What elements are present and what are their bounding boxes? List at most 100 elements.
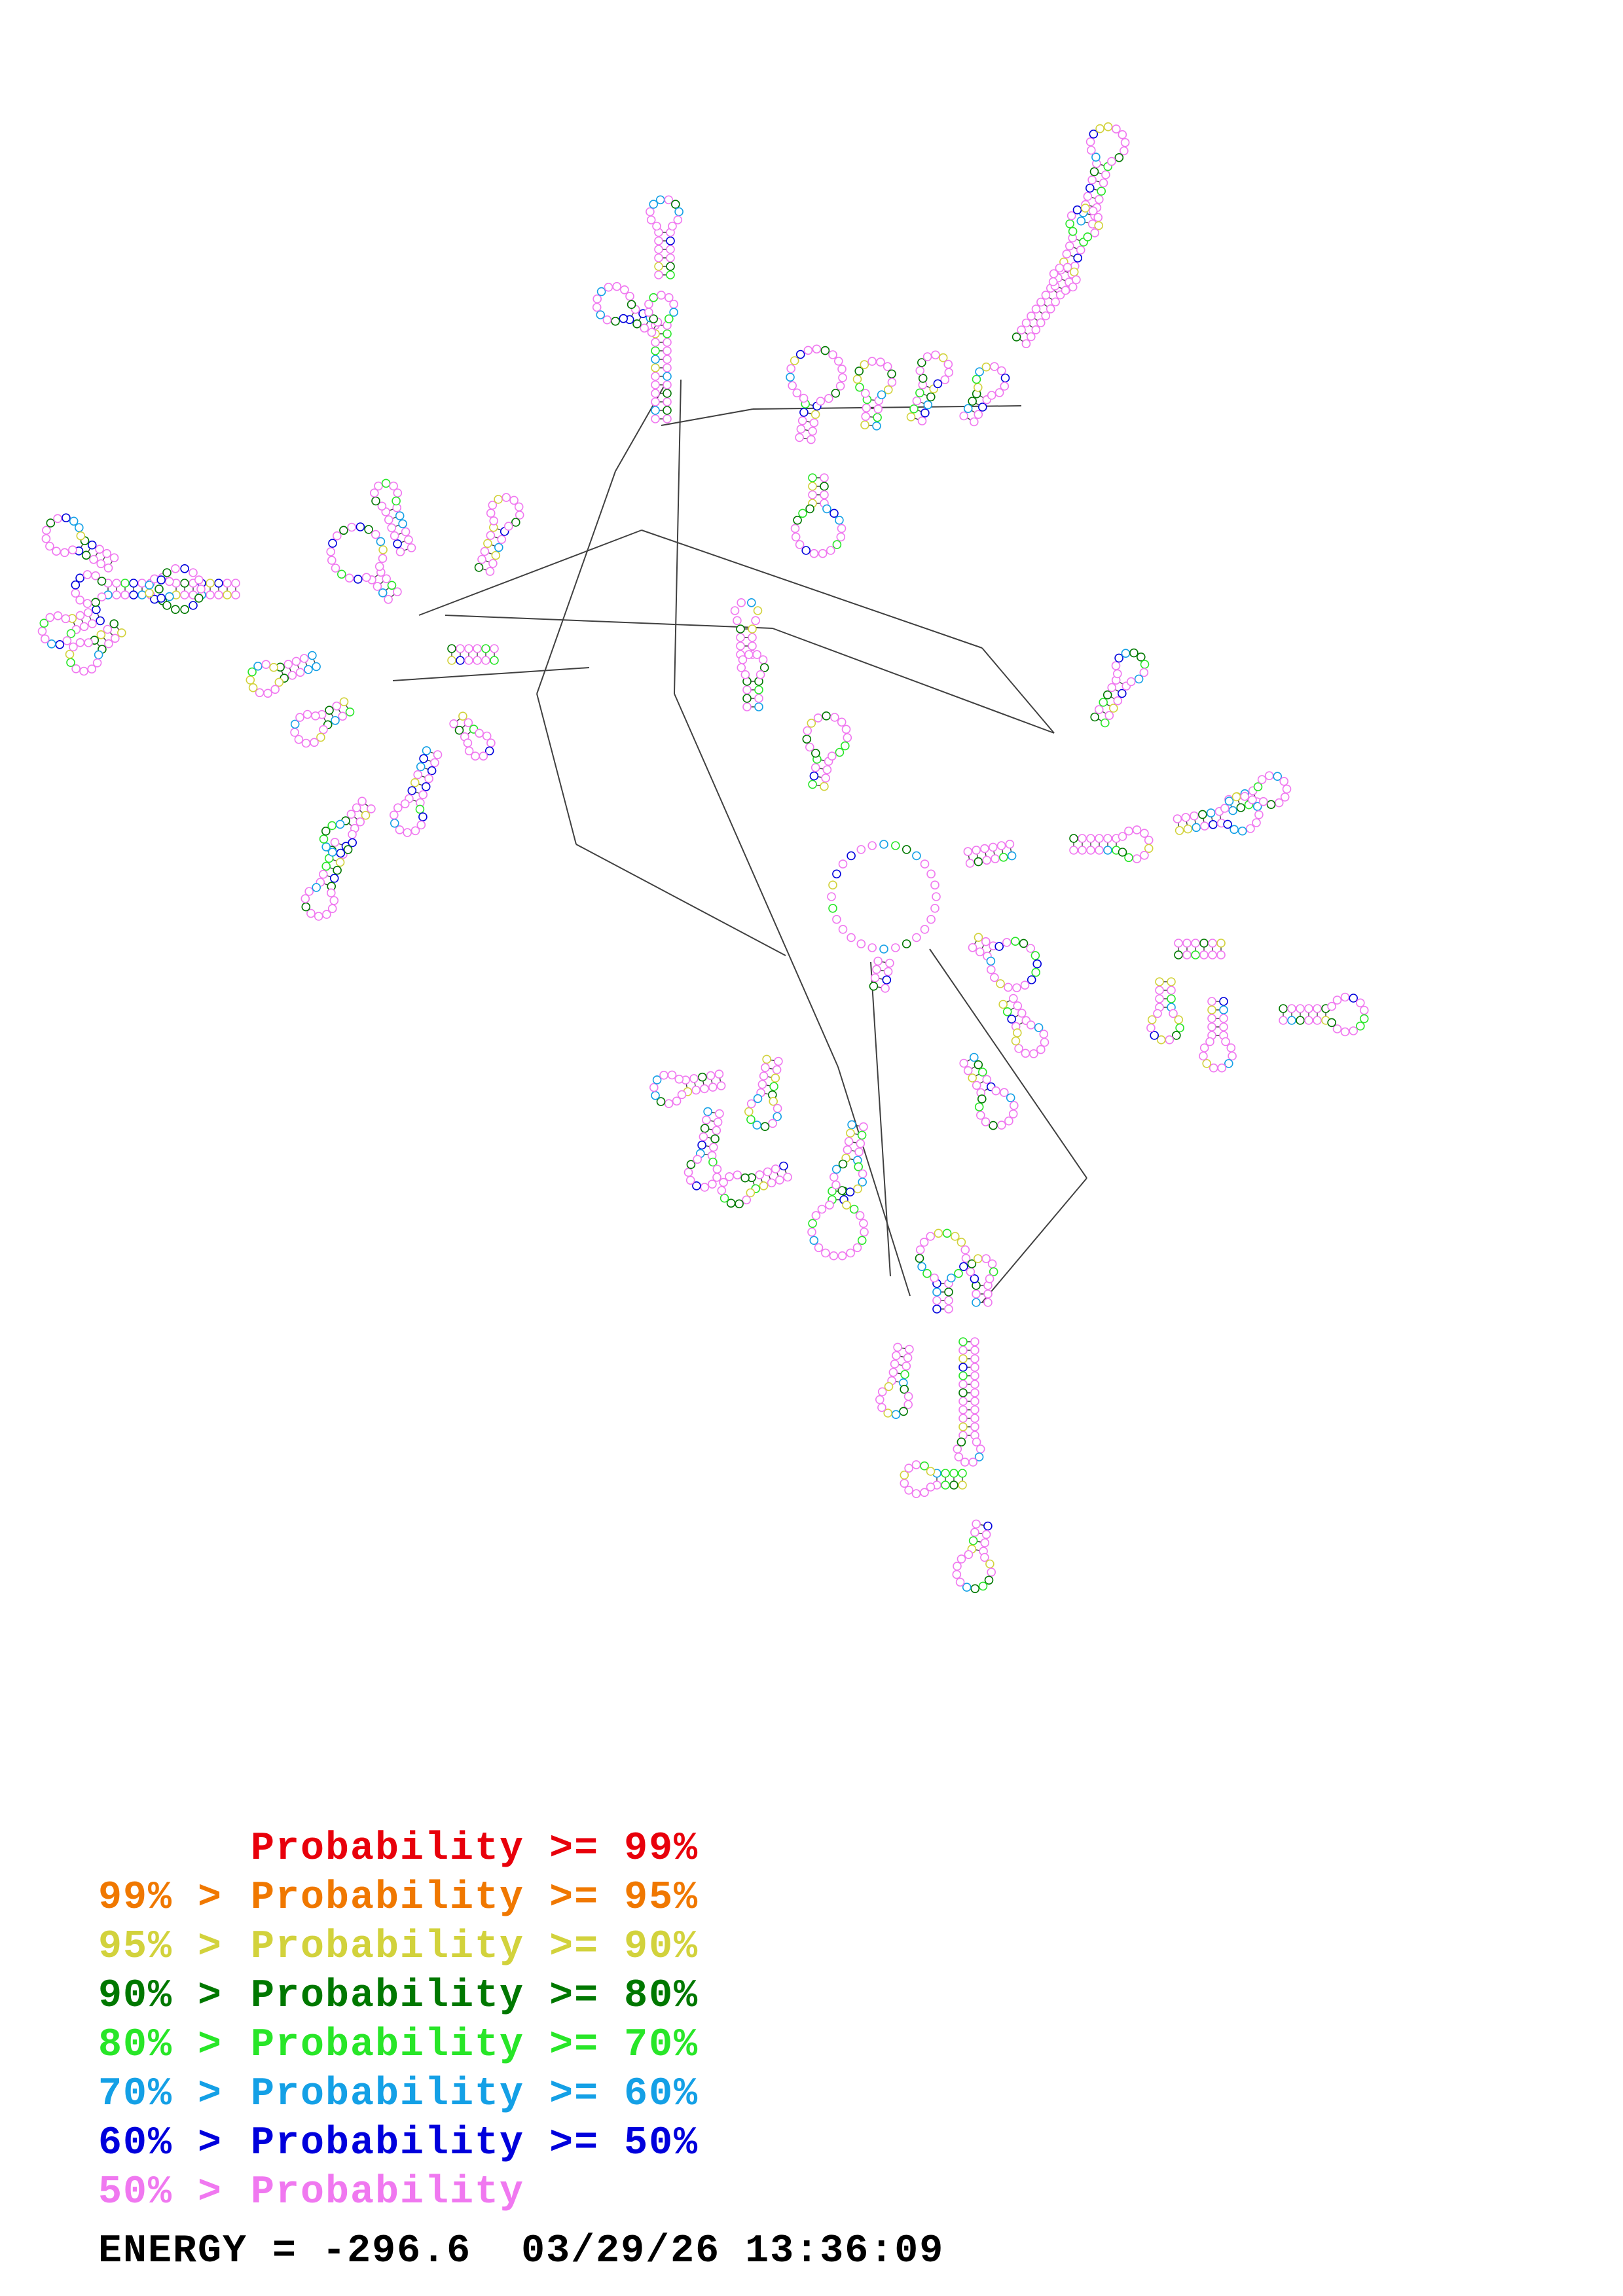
nucleotide	[1068, 226, 1078, 236]
nucleotide	[830, 713, 839, 722]
nucleotide	[344, 573, 354, 583]
nucleotide	[822, 765, 832, 774]
nucleotide	[963, 1066, 973, 1075]
helix	[1090, 675, 1131, 728]
nucleotide	[677, 1090, 687, 1100]
hairpin-loop	[972, 362, 1010, 400]
nucleotide	[861, 412, 870, 422]
nucleotide	[964, 1550, 974, 1559]
nucleotide	[404, 535, 413, 545]
nucleotide	[1296, 1004, 1305, 1013]
nucleotide	[1207, 997, 1216, 1006]
backbone-line	[418, 529, 642, 616]
hairpin-loop	[1011, 1020, 1049, 1058]
nucleotide	[649, 314, 659, 324]
nucleotide	[843, 1145, 852, 1155]
nucleotide	[926, 1482, 936, 1492]
nucleotide	[339, 697, 349, 706]
nucleotide	[744, 650, 754, 659]
nucleotide	[835, 747, 845, 757]
nucleotide	[387, 523, 397, 533]
nucleotide	[1220, 804, 1230, 813]
nucleotide	[854, 1147, 864, 1157]
nucleotide	[686, 1160, 696, 1169]
nucleotide	[69, 642, 78, 652]
nucleotide	[378, 545, 388, 554]
nucleotide	[97, 592, 107, 601]
nucleotide	[877, 1403, 886, 1412]
legend-prefix: 60% >	[98, 2121, 223, 2166]
legend-label: Probability	[251, 1827, 525, 1871]
nucleotide	[247, 667, 257, 677]
hairpin-loop	[717, 1170, 756, 1209]
nucleotide	[1252, 802, 1262, 811]
nucleotide	[651, 397, 660, 406]
nucleotide	[1095, 846, 1104, 855]
nucleotide	[374, 481, 383, 491]
nucleotide	[223, 579, 232, 588]
nucleotide	[1051, 297, 1060, 307]
helix	[74, 536, 119, 573]
nucleotide	[692, 1181, 701, 1191]
nucleotide	[720, 1193, 729, 1203]
nucleotide	[968, 1458, 977, 1467]
nucleotide	[664, 195, 674, 205]
nucleotide	[667, 1070, 677, 1080]
nucleotide	[1118, 848, 1127, 857]
backbone-line	[752, 405, 1022, 410]
hairpin-loop	[290, 709, 328, 748]
nucleotide	[332, 531, 342, 541]
nucleotide	[1062, 249, 1072, 259]
nucleotide	[996, 841, 1006, 850]
nucleotide	[1304, 1016, 1313, 1025]
legend-operator: >=	[524, 2023, 625, 2068]
nucleotide	[427, 766, 437, 776]
nucleotide	[1313, 1004, 1322, 1013]
nucleotide	[145, 588, 154, 598]
nucleotide	[1103, 122, 1113, 132]
legend-row: 50% > Probability	[98, 2170, 524, 2215]
nucleotide	[75, 523, 84, 533]
nucleotide	[736, 641, 745, 651]
nucleotide	[900, 1370, 909, 1379]
nucleotide	[904, 1463, 913, 1473]
nucleotide	[708, 1083, 718, 1092]
nucleotide	[820, 346, 830, 355]
nucleotide	[920, 925, 930, 934]
nucleotide	[1175, 1023, 1184, 1033]
nucleotide	[809, 771, 819, 781]
nucleotide	[891, 943, 900, 952]
nucleotide	[846, 1128, 855, 1138]
nucleotide	[162, 568, 172, 577]
nucleotide	[1207, 1014, 1216, 1023]
nucleotide	[1144, 835, 1154, 845]
nucleotide	[145, 580, 154, 590]
nucleotide	[915, 1253, 924, 1263]
nucleotide	[1021, 339, 1031, 349]
nucleotide	[1041, 311, 1050, 321]
helix	[959, 389, 992, 427]
nucleotide	[1349, 994, 1358, 1003]
nucleotide	[920, 1488, 929, 1498]
nucleotide	[1254, 810, 1264, 819]
nucleotide	[805, 742, 814, 752]
nucleotide	[97, 577, 107, 586]
nucleotide	[974, 1254, 983, 1263]
nucleotide	[668, 221, 677, 231]
nucleotide	[1172, 1031, 1181, 1040]
nucleotide	[748, 641, 757, 651]
nucleotide	[803, 346, 813, 355]
nucleotide	[299, 654, 309, 663]
nucleotide	[955, 1577, 965, 1587]
nucleotide	[294, 735, 304, 744]
nucleotide	[709, 1143, 718, 1152]
nucleotide	[364, 525, 373, 534]
nucleotide	[802, 734, 812, 744]
helix	[1207, 997, 1228, 1040]
nucleotide	[911, 1489, 921, 1498]
nucleotide	[807, 719, 816, 728]
nucleotide	[699, 1132, 708, 1141]
nucleotide	[1094, 221, 1103, 230]
nucleotide	[837, 1251, 847, 1261]
nucleotide	[180, 579, 189, 588]
